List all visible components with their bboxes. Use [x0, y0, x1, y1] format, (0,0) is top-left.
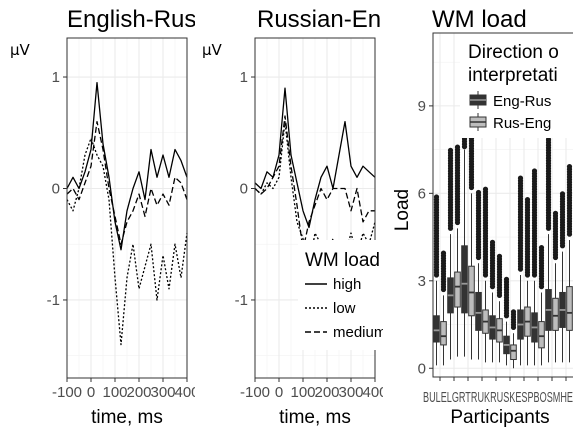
outlier-point: [510, 309, 517, 315]
box-Eng-Rus: [433, 315, 440, 343]
y-axis-unit: µV: [202, 41, 223, 59]
legend-background: [298, 240, 383, 350]
outlier-point: [503, 276, 510, 282]
x-tick-label: 400: [362, 384, 387, 401]
x-tick-label: 400: [174, 384, 199, 401]
chart-title: English-Rus: [67, 6, 196, 33]
y-axis-title: Load: [392, 189, 413, 231]
y-tick-label: 0: [418, 360, 426, 377]
x-axis-title: time, ms: [91, 407, 163, 428]
legend-title: WM load: [305, 250, 380, 271]
outlier-point: [559, 191, 566, 197]
x-tick-label: 0: [275, 384, 283, 401]
outlier-point: [531, 168, 538, 174]
y-tick-label: -1: [47, 292, 60, 309]
x-axis-title: time, ms: [279, 407, 351, 428]
box-Rus-Eng: [538, 321, 545, 349]
outlier-point: [538, 245, 545, 251]
outlier-point: [440, 250, 447, 256]
x-tick-label: 100: [290, 384, 315, 401]
outlier-point: [552, 210, 559, 216]
x-tick-label: 100: [102, 384, 127, 401]
y-tick-label: 6: [418, 185, 426, 202]
outlier-point: [496, 253, 503, 259]
box-Rus-Eng: [566, 286, 573, 331]
line-legend: WM load high low medium: [298, 240, 386, 350]
chart-title: WM load: [432, 6, 527, 33]
series-line-high: [66, 81, 188, 251]
x-axis-title: Participants: [450, 407, 549, 428]
outlier-point: [433, 194, 440, 200]
outlier-point: [482, 186, 489, 192]
x-tick-label: 300: [150, 384, 175, 401]
panel-border: [66, 37, 188, 379]
x-tick-label: 300: [338, 384, 363, 401]
x-tick-labels: BULELGRTRUKRUSKESPBOSMHE: [423, 389, 573, 406]
panel-border: [254, 37, 376, 379]
series-line-medium: [66, 120, 188, 245]
series-line-medium: [254, 115, 375, 251]
x-tick-label: 200: [314, 384, 339, 401]
y-tick-label: 1: [52, 69, 60, 86]
legend-title-line: Direction o: [468, 42, 559, 63]
x-tick-label: -100: [240, 384, 270, 401]
box-Rus-Eng: [454, 271, 461, 308]
legend-label-Eng-Rus: Eng-Rus: [493, 93, 551, 110]
box-Rus-Eng: [552, 297, 559, 331]
chart-title: Russian-En: [257, 6, 381, 33]
outlier-point: [447, 147, 454, 153]
x-tick-label: 0: [87, 384, 95, 401]
legend-label-Rus-Eng: Rus-Eng: [493, 115, 551, 132]
legend-label-low: low: [333, 300, 356, 317]
y-tick-label: 1: [240, 69, 248, 86]
outlier-point: [475, 189, 482, 196]
outlier-point: [517, 175, 524, 181]
outlier-point: [454, 144, 461, 150]
y-axis-unit: µV: [10, 41, 31, 59]
x-tick-label: 200: [126, 384, 151, 401]
y-tick-label: 0: [52, 180, 60, 197]
outlier-point: [566, 164, 573, 170]
series-line-high: [254, 87, 376, 229]
box-Rus-Eng: [440, 321, 447, 346]
box-panel-border: [432, 32, 573, 378]
outlier-point: [489, 239, 496, 245]
series-line-low: [66, 137, 188, 346]
y-tick-label: 0: [240, 180, 248, 197]
box-Rus-Eng: [468, 265, 475, 317]
box-Rus-Eng: [510, 344, 517, 361]
y-tick-label: 9: [418, 98, 426, 115]
legend-title-line: interpretati: [468, 65, 558, 86]
x-tick-label: -100: [52, 384, 82, 401]
box-Eng-Rus: [461, 245, 468, 314]
legend-label-medium: medium: [333, 324, 386, 341]
y-tick-label: -1: [235, 292, 248, 309]
legend-label-high: high: [333, 276, 361, 293]
outlier-point: [524, 197, 531, 203]
y-tick-label: 3: [418, 273, 426, 290]
box-plot-area: [433, 125, 573, 369]
box-Eng-Rus: [475, 291, 482, 331]
